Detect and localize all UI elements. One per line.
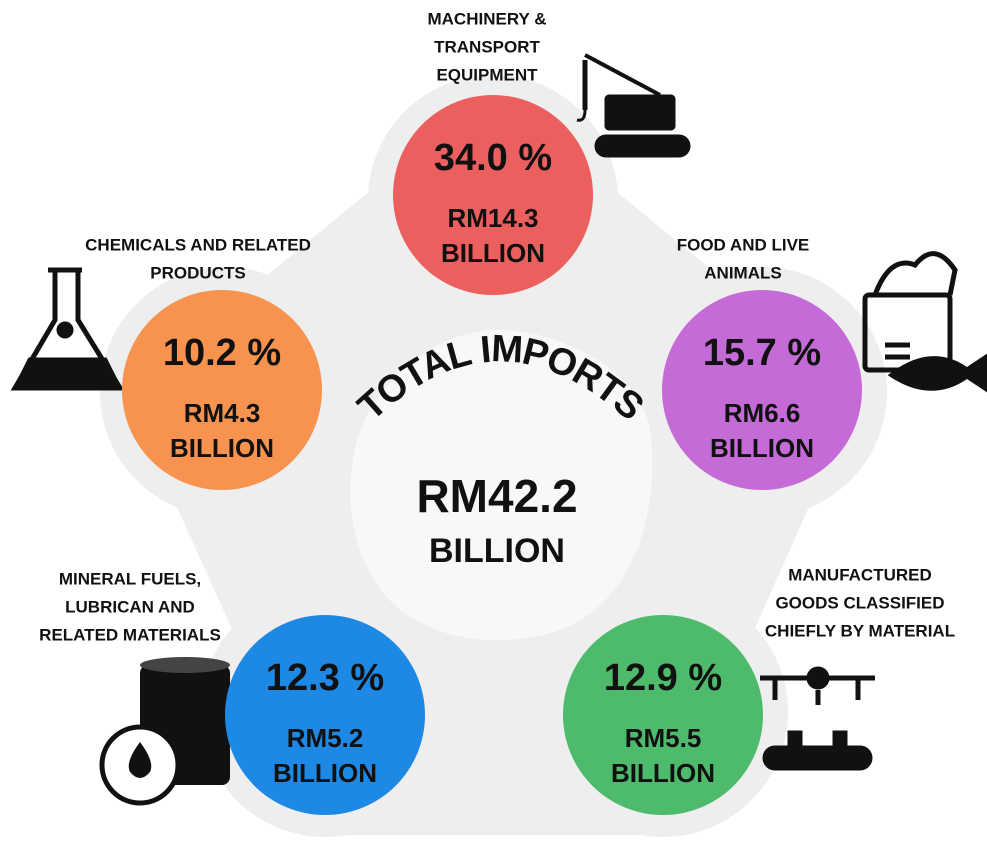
segment-unit: BILLION: [611, 758, 715, 788]
segment-label: MANUFACTURED: [788, 565, 932, 584]
segment-circle: [662, 290, 862, 490]
segment-percent: 10.2 %: [163, 332, 281, 374]
segment-circle: [225, 615, 425, 815]
center-amount: RM42.2: [416, 470, 577, 522]
segment-amount: RM5.2: [287, 723, 364, 753]
segment-amount: RM5.5: [625, 723, 702, 753]
segment-unit: BILLION: [273, 758, 377, 788]
crane-icon: [576, 53, 691, 158]
segment-label: EQUIPMENT: [436, 65, 538, 84]
segment-amount: RM14.3: [447, 203, 538, 233]
segment-circle: [122, 290, 322, 490]
segment-percent: 12.3 %: [266, 657, 384, 699]
segment-label: PRODUCTS: [150, 263, 245, 282]
factory-icon: [760, 666, 875, 771]
segment-unit: BILLION: [710, 433, 814, 463]
barrel-icon: [99, 657, 230, 806]
segment-label: CHIEFLY BY MATERIAL: [765, 621, 955, 640]
segment-unit: BILLION: [170, 433, 274, 463]
center-unit: BILLION: [429, 532, 565, 570]
segment-label: LUBRICAN AND: [65, 597, 195, 616]
segment-unit: BILLION: [441, 238, 545, 268]
segment-label: FOOD AND LIVE: [677, 235, 810, 254]
segment-percent: 34.0 %: [434, 137, 552, 179]
segment-amount: RM4.3: [184, 398, 261, 428]
segment-label: GOODS CLASSIFIED: [775, 593, 944, 612]
segment-label: MACHINERY &: [427, 9, 546, 28]
segment-circle: [393, 95, 593, 295]
segment-percent: 15.7 %: [703, 332, 821, 374]
flask-icon: [10, 267, 125, 391]
segment-label: RELATED MATERIALS: [39, 625, 221, 644]
segment-amount: RM6.6: [724, 398, 801, 428]
segment-circle: [563, 615, 763, 815]
segment-percent: 12.9 %: [604, 657, 722, 699]
segment-label: ANIMALS: [704, 263, 781, 282]
segment-label: MINERAL FUELS,: [59, 569, 201, 588]
center-blob: [350, 330, 653, 641]
segment-label: CHEMICALS AND RELATED: [85, 235, 311, 254]
segment-label: TRANSPORT: [434, 37, 540, 56]
grocery-icon: [862, 251, 987, 393]
